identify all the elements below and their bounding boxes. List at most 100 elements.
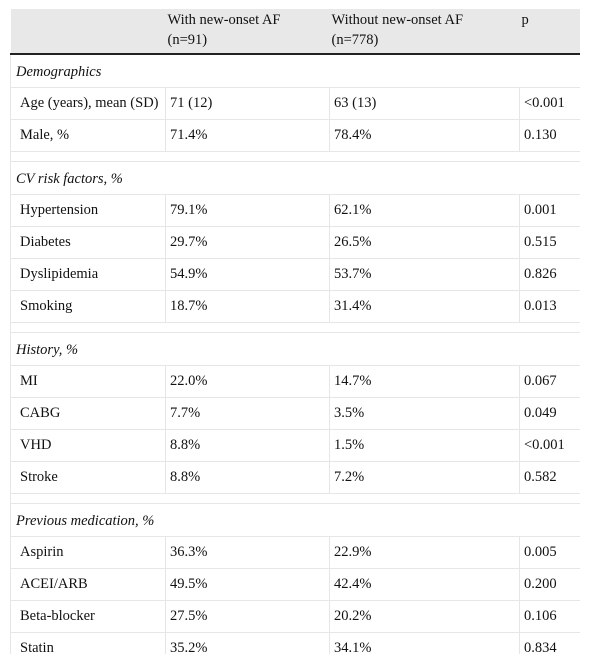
cell-with-af: 71 (12)	[165, 87, 330, 120]
table-row: Stroke 8.8% 7.2% 0.582	[10, 461, 580, 494]
cell-without-af: 26.5%	[329, 226, 520, 259]
table-row: Male, % 71.4% 78.4% 0.130	[10, 119, 580, 152]
row-label: Beta-blocker	[10, 600, 166, 633]
row-label-text: Hypertension	[20, 202, 99, 218]
section-spacer	[10, 322, 580, 333]
row-label-text: Stroke	[20, 469, 58, 485]
cell-without-af: 1.5%	[329, 429, 520, 462]
table-row: MI 22.0% 14.7% 0.067	[10, 365, 580, 398]
cell-with-af: 36.3%	[165, 536, 330, 569]
row-label-text: Male, %	[20, 127, 70, 143]
cell-without-af: 20.2%	[329, 600, 520, 633]
cell-without-af: 22.9%	[329, 536, 520, 569]
header-with-af: With new-onset AF (n=91)	[165, 9, 330, 55]
table-container: With new-onset AF (n=91) Without new-onse…	[10, 9, 580, 654]
cell-p-value: 0.515	[519, 226, 580, 259]
cell-with-af: 49.5%	[165, 568, 330, 601]
table-row: CABG 7.7% 3.5% 0.049	[10, 397, 580, 430]
cell-p-value: 0.106	[519, 600, 580, 633]
section-spacer	[10, 493, 580, 504]
table-row: Aspirin 36.3% 22.9% 0.005	[10, 536, 580, 569]
cell-with-af: 35.2%	[165, 632, 330, 654]
cell-p-value: 0.200	[519, 568, 580, 601]
header-with-af-line1: With new-onset AF	[167, 12, 281, 28]
cell-without-af: 31.4%	[329, 290, 520, 323]
cell-p-value: 0.013	[519, 290, 580, 323]
row-label: Statin	[10, 632, 166, 654]
cell-p-value: 0.001	[519, 194, 580, 227]
cell-without-af: 53.7%	[329, 258, 520, 291]
section-title: Previous medication, %	[10, 503, 580, 537]
table-row: VHD 8.8% 1.5% <0.001	[10, 429, 580, 462]
row-label: CABG	[10, 397, 166, 430]
header-variable	[10, 9, 166, 55]
cell-without-af: 34.1%	[329, 632, 520, 654]
header-without-af-line2: (n=778)	[331, 32, 379, 48]
spacer-cell	[10, 322, 580, 333]
row-label-text: Age (years), mean (SD)	[20, 95, 159, 111]
row-label: Age (years), mean (SD)	[10, 87, 166, 120]
header-without-af: Without new-onset AF (n=778)	[329, 9, 520, 55]
row-label: Diabetes	[10, 226, 166, 259]
table-header: With new-onset AF (n=91) Without new-onse…	[10, 9, 580, 55]
spacer-cell	[10, 493, 580, 504]
header-p-value: p	[519, 9, 580, 55]
row-label-text: CABG	[20, 405, 61, 421]
table-body: Demographics Age (years), mean (SD) 71 (12…	[10, 53, 580, 654]
row-label: Aspirin	[10, 536, 166, 569]
row-label-text: Smoking	[20, 298, 73, 314]
cell-without-af: 78.4%	[329, 119, 520, 152]
cell-with-af: 71.4%	[165, 119, 330, 152]
section-header-row: Previous medication, %	[10, 503, 580, 537]
row-label-text: VHD	[20, 437, 52, 453]
row-label-text: Dyslipidemia	[20, 266, 99, 282]
header-with-af-line2: (n=91)	[167, 32, 208, 48]
cell-with-af: 8.8%	[165, 429, 330, 462]
header-row: With new-onset AF (n=91) Without new-onse…	[10, 9, 580, 55]
cell-p-value: 0.130	[519, 119, 580, 152]
row-label: Smoking	[10, 290, 166, 323]
row-label: Dyslipidemia	[10, 258, 166, 291]
row-label-text: Statin	[20, 640, 54, 654]
row-label: ACEI/ARB	[10, 568, 166, 601]
cell-without-af: 3.5%	[329, 397, 520, 430]
header-without-af-line1: Without new-onset AF	[331, 12, 464, 28]
row-label-text: Beta-blocker	[20, 608, 95, 624]
table-row: Beta-blocker 27.5% 20.2% 0.106	[10, 600, 580, 633]
cell-with-af: 22.0%	[165, 365, 330, 398]
row-label: Hypertension	[10, 194, 166, 227]
section-header-row: History, %	[10, 332, 580, 366]
section-header-row: Demographics	[10, 53, 580, 88]
row-label-text: ACEI/ARB	[20, 576, 88, 592]
cell-with-af: 29.7%	[165, 226, 330, 259]
table-row: Statin 35.2% 34.1% 0.834	[10, 632, 580, 654]
baseline-characteristics-table: With new-onset AF (n=91) Without new-onse…	[10, 9, 580, 654]
row-label: Male, %	[10, 119, 166, 152]
cell-without-af: 42.4%	[329, 568, 520, 601]
cell-p-value: 0.826	[519, 258, 580, 291]
row-label-text: Aspirin	[20, 544, 64, 560]
section-spacer	[10, 151, 580, 162]
table-row: ACEI/ARB 49.5% 42.4% 0.200	[10, 568, 580, 601]
table-row: Age (years), mean (SD) 71 (12) 63 (13) <0.0…	[10, 87, 580, 120]
cell-p-value: 0.582	[519, 461, 580, 494]
section-title: CV risk factors, %	[10, 161, 580, 195]
spacer-cell	[10, 151, 580, 162]
row-label-text: MI	[20, 373, 38, 389]
cell-p-value: 0.834	[519, 632, 580, 654]
table-row: Hypertension 79.1% 62.1% 0.001	[10, 194, 580, 227]
cell-p-value: 0.049	[519, 397, 580, 430]
section-title: Demographics	[10, 53, 580, 88]
cell-without-af: 14.7%	[329, 365, 520, 398]
cell-without-af: 62.1%	[329, 194, 520, 227]
section-header-row: CV risk factors, %	[10, 161, 580, 195]
cell-p-value: 0.005	[519, 536, 580, 569]
row-label: MI	[10, 365, 166, 398]
cell-with-af: 27.5%	[165, 600, 330, 633]
section-title: History, %	[10, 332, 580, 366]
row-label-text: Diabetes	[20, 234, 71, 250]
cell-without-af: 7.2%	[329, 461, 520, 494]
cell-p-value: <0.001	[519, 429, 580, 462]
row-label: Stroke	[10, 461, 166, 494]
row-label: VHD	[10, 429, 166, 462]
